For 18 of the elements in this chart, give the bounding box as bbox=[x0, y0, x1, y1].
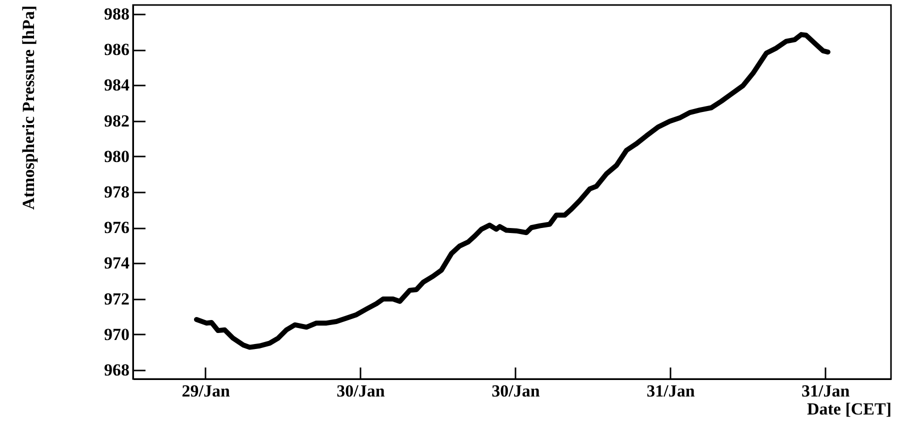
y-tick-label: 980 bbox=[104, 146, 130, 166]
x-axis-title: Date [CET] bbox=[806, 400, 892, 418]
y-tick-label: 982 bbox=[104, 111, 130, 130]
y-tick-label: 986 bbox=[104, 40, 130, 60]
y-tick-label: 972 bbox=[104, 289, 130, 308]
y-tick-label: 978 bbox=[104, 182, 130, 202]
y-axis-title: Atmospheric Pressure [hPa] bbox=[19, 6, 38, 210]
x-tick-label: 31/Jan bbox=[646, 382, 696, 400]
y-tick-label: 984 bbox=[104, 76, 130, 95]
x-tick-label: 30/Jan bbox=[492, 382, 540, 400]
x-tick-label: 29/Jan bbox=[182, 382, 230, 400]
y-tick-label: 974 bbox=[104, 254, 130, 273]
y-tick-label: 970 bbox=[104, 324, 130, 344]
y-tick-label: 988 bbox=[104, 4, 130, 24]
x-tick-label: 31/Jan bbox=[802, 382, 850, 400]
y-tick-label: 976 bbox=[104, 218, 130, 238]
y-tick-label: 968 bbox=[104, 360, 130, 380]
x-tick-label: 30/Jan bbox=[336, 382, 386, 400]
